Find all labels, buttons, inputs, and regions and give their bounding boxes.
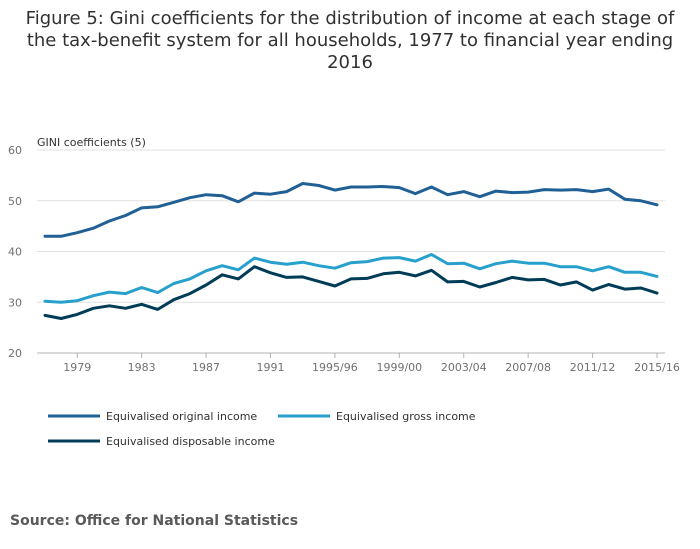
legend-label: Equivalised gross income	[336, 410, 476, 423]
series-lines	[43, 182, 659, 320]
y-axis-label: GINI coefficients (5)	[37, 136, 146, 149]
y-axis: 20 30 40 50 60	[8, 144, 22, 360]
x-tick-label: 1983	[128, 361, 156, 374]
series-line-1	[43, 182, 659, 238]
x-tick-label: 1991	[256, 361, 284, 374]
x-tick-label: 2011/12	[570, 361, 616, 374]
y-tick-label: 30	[8, 296, 22, 309]
y-tick-label: 60	[8, 144, 22, 157]
y-tick-label: 20	[8, 347, 22, 360]
legend-label: Equivalised original income	[106, 410, 257, 423]
y-tick-label: 50	[8, 195, 22, 208]
x-tick-label: 2007/08	[505, 361, 551, 374]
x-tick-label: 1999/00	[376, 361, 422, 374]
legend-label: Equivalised disposable income	[106, 435, 275, 448]
source-note: Source: Office for National Statistics	[10, 513, 299, 529]
chart-title: Figure 5: Gini coefficients for the dist…	[25, 8, 675, 73]
grid	[37, 149, 665, 354]
x-tick-label: 2015/16	[634, 361, 680, 374]
series-line-3	[43, 265, 659, 320]
x-tick-label: 1987	[192, 361, 220, 374]
x-tick-label: 2003/04	[441, 361, 487, 374]
legend: Equivalised original income Equivalised g…	[48, 410, 476, 448]
y-tick-label: 40	[8, 246, 22, 259]
series-line-2	[43, 253, 659, 304]
x-tick-label: 1979	[63, 361, 91, 374]
x-tick-label: 1995/96	[312, 361, 358, 374]
x-axis: 1979 1983 1987 1991 1995/96 1999/00 2003/04 200…	[63, 353, 680, 374]
